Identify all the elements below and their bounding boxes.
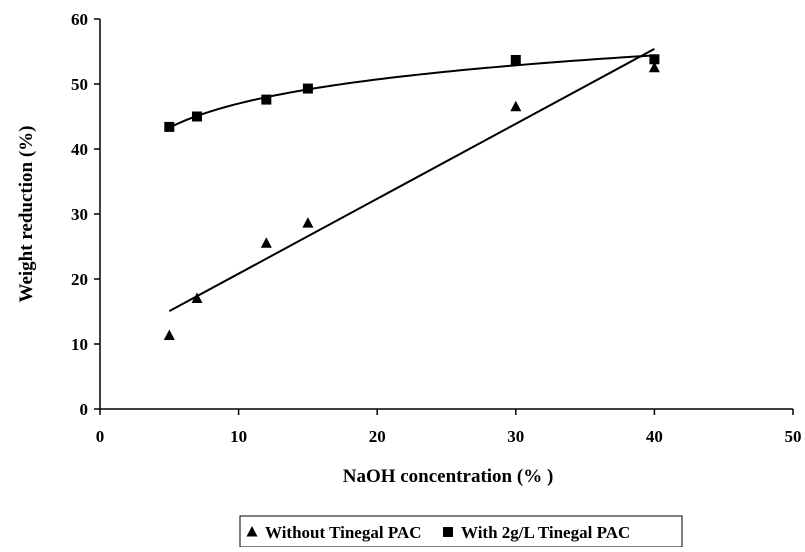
data-point-series-1	[191, 292, 203, 303]
y-tick-label: 50	[71, 75, 88, 94]
y-tick-label: 10	[71, 335, 88, 354]
legend-marker-series-1	[246, 526, 258, 537]
data-point-series-2	[649, 54, 660, 65]
x-tick-label: 20	[369, 427, 386, 446]
data-markers	[163, 54, 660, 341]
data-point-series-1	[260, 237, 272, 248]
data-point-series-1	[648, 61, 660, 73]
legend: Without Tinegal PAC With 2g/L Tinegal PAC	[239, 515, 683, 548]
axes: 0 10 20 30 40 50 60 0 10 20 30 40 50	[71, 10, 802, 446]
data-point-series-1	[163, 329, 175, 341]
y-axis-title: Weight reduction (%)	[16, 126, 37, 303]
y-tick-label: 30	[71, 205, 88, 224]
y-tick-label: 0	[80, 400, 89, 419]
data-point-series-2	[261, 94, 272, 105]
data-point-series-2	[164, 121, 175, 132]
x-tick-label: 50	[785, 427, 802, 446]
data-point-series-2	[192, 111, 203, 122]
legend-items: Without Tinegal PAC With 2g/L Tinegal PAC	[246, 523, 630, 542]
data-point-series-2	[510, 54, 521, 65]
data-point-series-1	[302, 217, 314, 228]
legend-box	[239, 515, 683, 548]
y-tick-label: 40	[71, 140, 88, 159]
x-tick-label: 30	[507, 427, 524, 446]
data-point-series-2	[302, 83, 313, 94]
data-point-series-1	[510, 100, 522, 112]
x-tick-label: 0	[96, 427, 105, 446]
legend-marker-series-2	[443, 527, 453, 537]
trendline-series-1	[168, 47, 655, 313]
trendlines	[168, 47, 655, 313]
legend-label-series-1: Without Tinegal PAC	[265, 523, 422, 542]
y-tick-label: 20	[71, 270, 88, 289]
y-tick-label: 60	[71, 10, 88, 29]
x-tick-label: 10	[230, 427, 247, 446]
legend-label-series-2: With 2g/L Tinegal PAC	[461, 523, 630, 542]
trendline-series-2	[168, 54, 655, 129]
x-tick-label: 40	[646, 427, 663, 446]
x-axis-title: NaOH concentration (% )	[343, 466, 554, 487]
